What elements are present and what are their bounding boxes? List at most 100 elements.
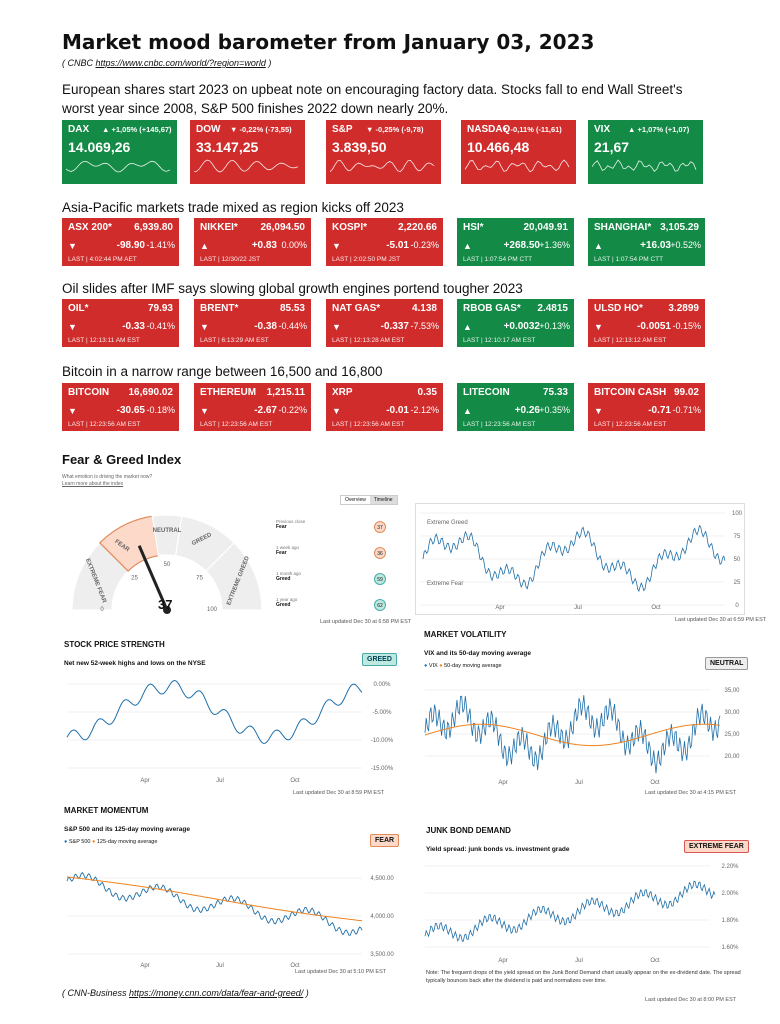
learn-more-link[interactable]: Learn more about the index bbox=[62, 481, 124, 487]
quote-pct: +0.35% bbox=[539, 405, 570, 415]
axis-label: 1.80% bbox=[721, 918, 739, 924]
momentum-title: MARKET MOMENTUM bbox=[64, 806, 149, 815]
index-price: 33.147,25 bbox=[196, 139, 259, 155]
index-tile[interactable]: NASDAQ ▼ -0,11% (-11,61) 10.466,48 bbox=[461, 120, 576, 184]
quote-change: +0.83 bbox=[251, 240, 277, 251]
quote-tile[interactable]: BRENT* 85.53 ▼ -0.38 -0.44% LAST | 6:13:29 AM… bbox=[194, 299, 311, 347]
momentum-updated: Last updated Dec 30 at 5:10 PM EST bbox=[295, 969, 387, 975]
index-tile[interactable]: VIX ▲ +1,07% (+1,07) 21,67 bbox=[588, 120, 703, 184]
axis-label: 0.00% bbox=[373, 682, 391, 688]
quote-time: LAST | 12/30/22 JST bbox=[200, 256, 261, 263]
axis-label: 2.20% bbox=[721, 864, 739, 870]
quote-time: LAST | 4:02:44 PM AET bbox=[68, 256, 137, 263]
volatility-badge: NEUTRAL bbox=[705, 657, 749, 670]
index-tile[interactable]: DAX ▲ +1,05% (+145,67) 14.069,26 bbox=[62, 120, 177, 184]
quote-tile[interactable]: NAT GAS* 4.138 ▼ -0.337 -7.53% LAST | 12:13:2… bbox=[326, 299, 443, 347]
history-row: 1 year ago Greed 62 bbox=[276, 597, 386, 611]
index-tile[interactable]: DOW ▼ -0,22% (-73,55) 33.147,25 bbox=[190, 120, 305, 184]
quote-time: LAST | 12:23:56 AM EST bbox=[594, 421, 667, 428]
quote-pct: -0.15% bbox=[672, 321, 701, 331]
quote-price: 4.138 bbox=[411, 303, 437, 314]
stock-strength-title: STOCK PRICE STRENGTH bbox=[64, 640, 165, 649]
tab-overview[interactable]: Overview bbox=[341, 496, 370, 504]
junk-spread-line bbox=[424, 880, 716, 942]
history-value: 37 bbox=[374, 521, 386, 533]
quote-tile[interactable]: ETHEREUM 1,215.11 ▼ -2.67 -0.22% LAST | 12:23… bbox=[194, 383, 311, 431]
quote-tile[interactable]: OIL* 79.93 ▼ -0.33 -0.41% LAST | 12:13:11 AM … bbox=[62, 299, 179, 347]
quote-tile[interactable]: NIKKEI* 26,094.50 ▲ +0.83 0.00% LAST | 12/30/… bbox=[194, 218, 311, 266]
history-row: 1 week ago Fear 36 bbox=[276, 545, 386, 559]
quote-tile[interactable]: RBOB GAS* 2.4815 ▲ +0.0032 +0.13% LAST | 12:1… bbox=[457, 299, 574, 347]
quote-tile[interactable]: BITCOIN 16,690.02 ▼ -30.65 -0.18% LAST | 12:2… bbox=[62, 383, 179, 431]
history-when: 1 week ago bbox=[276, 545, 300, 550]
axis-label: Jul bbox=[216, 778, 224, 784]
index-name: NASDAQ bbox=[467, 124, 511, 135]
quote-change: -0.0051 bbox=[637, 321, 671, 332]
volatility-updated: Last updated Dec 30 at 4:15 PM EST bbox=[645, 790, 737, 796]
quote-price: 99.02 bbox=[673, 387, 699, 398]
arrow-icon: ▼ bbox=[68, 322, 77, 332]
cnn-source: ( CNN-Business https://money.cnn.com/dat… bbox=[62, 988, 309, 998]
arrow-icon: ▼ bbox=[332, 322, 341, 332]
arrow-icon: ▼ bbox=[200, 406, 209, 416]
cnbc-source: ( CNBC https://www.cnbc.com/world/?regio… bbox=[62, 58, 272, 68]
sparkline bbox=[465, 159, 570, 173]
quote-price: 2.4815 bbox=[537, 303, 568, 314]
sp500-ma-line bbox=[66, 876, 363, 922]
axis-label: -10.00% bbox=[371, 738, 394, 744]
quote-price: 3,105.29 bbox=[660, 222, 699, 233]
index-change: ▼ -0,22% (-73,55) bbox=[230, 125, 292, 134]
quote-pct: -0.18% bbox=[146, 405, 175, 415]
index-name: DOW bbox=[196, 124, 221, 135]
quote-tile[interactable]: HSI* 20,049.91 ▲ +268.50 +1.36% LAST | 1:07:5… bbox=[457, 218, 574, 266]
axis-label: 50 bbox=[734, 557, 741, 563]
quote-price: 2,220.66 bbox=[398, 222, 437, 233]
quote-time: LAST | 12:23:56 AM EST bbox=[200, 421, 273, 428]
history-value: 36 bbox=[374, 547, 386, 559]
index-name: VIX bbox=[594, 124, 611, 135]
quote-tile[interactable]: XRP 0.35 ▼ -0.01 -2.12% LAST | 12:23:56 AM ES… bbox=[326, 383, 443, 431]
index-tile[interactable]: S&P ▼ -0,25% (-9,78) 3.839,50 bbox=[326, 120, 441, 184]
index-name: S&P bbox=[332, 124, 353, 135]
quote-tile[interactable]: LITECOIN 75.33 ▲ +0.26 +0.35% LAST | 12:23:56… bbox=[457, 383, 574, 431]
headline-oil: Oil slides after IMF says slowing global… bbox=[62, 281, 523, 296]
arrow-icon: ▲ bbox=[594, 241, 603, 251]
history-label: Greed bbox=[276, 576, 291, 582]
axis-label: 35,00 bbox=[724, 688, 740, 694]
tab-timeline[interactable]: Timeline bbox=[369, 496, 397, 504]
axis-label: Extreme Greed bbox=[427, 520, 468, 526]
quote-tile[interactable]: ASX 200* 6,939.80 ▼ -98.90 -1.41% LAST | 4:02… bbox=[62, 218, 179, 266]
history-row: Previous close Fear 37 bbox=[276, 519, 386, 533]
quote-tile[interactable]: KOSPI* 2,220.66 ▼ -5.01 -0.23% LAST | 2:02:50… bbox=[326, 218, 443, 266]
axis-label: Extreme Fear bbox=[427, 581, 463, 587]
quote-time: LAST | 1:07:54 PM CTT bbox=[594, 256, 664, 263]
junk-chart: 2.20% 2.00% 1.80% 1.60% Apr Jul Oct bbox=[424, 864, 739, 964]
gauge-tick-label: 0 bbox=[100, 607, 104, 613]
quote-price: 3.2899 bbox=[668, 303, 699, 314]
axis-label: 100 bbox=[732, 511, 743, 517]
quote-name: RBOB GAS* bbox=[463, 303, 521, 314]
axis-label: 25,00 bbox=[724, 732, 740, 738]
quote-pct: +0.52% bbox=[670, 240, 701, 250]
axis-label: Jul bbox=[575, 780, 583, 786]
axis-label: Oct bbox=[290, 963, 300, 969]
stock-strength-line bbox=[66, 679, 363, 744]
junk-note: Note: The frequent drops of the yield sp… bbox=[426, 970, 741, 984]
quote-tile[interactable]: SHANGHAI* 3,105.29 ▲ +16.03 +0.52% LAST | 1:0… bbox=[588, 218, 705, 266]
cnbc-link[interactable]: https://www.cnbc.com/world/?region=world bbox=[95, 58, 266, 68]
quote-time: LAST | 12:13:12 AM EST bbox=[594, 337, 667, 344]
cnn-link[interactable]: https://money.cnn.com/data/fear-and-gree… bbox=[129, 988, 304, 998]
gauge-segment-label: NEUTRAL bbox=[153, 528, 182, 534]
gauge-tick-label: 25 bbox=[131, 575, 138, 581]
quote-tile[interactable]: ULSD HO* 3.2899 ▼ -0.0051 -0.15% LAST | 12:13… bbox=[588, 299, 705, 347]
quote-pct: -2.12% bbox=[410, 405, 439, 415]
axis-label: Jul bbox=[575, 958, 583, 964]
quote-tile[interactable]: BITCOIN CASH 99.02 ▼ -0.71 -0.71% LAST | 12:2… bbox=[588, 383, 705, 431]
quote-change: +268.50 bbox=[503, 240, 540, 251]
arrow-icon: ▼ bbox=[332, 241, 341, 251]
axis-label: Apr bbox=[140, 963, 149, 969]
axis-label: Jul bbox=[216, 963, 224, 969]
quote-name: HSI* bbox=[463, 222, 484, 233]
arrow-icon: ▲ bbox=[463, 241, 472, 251]
headline-crypto: Bitcoin in a narrow range between 16,500… bbox=[62, 364, 383, 379]
